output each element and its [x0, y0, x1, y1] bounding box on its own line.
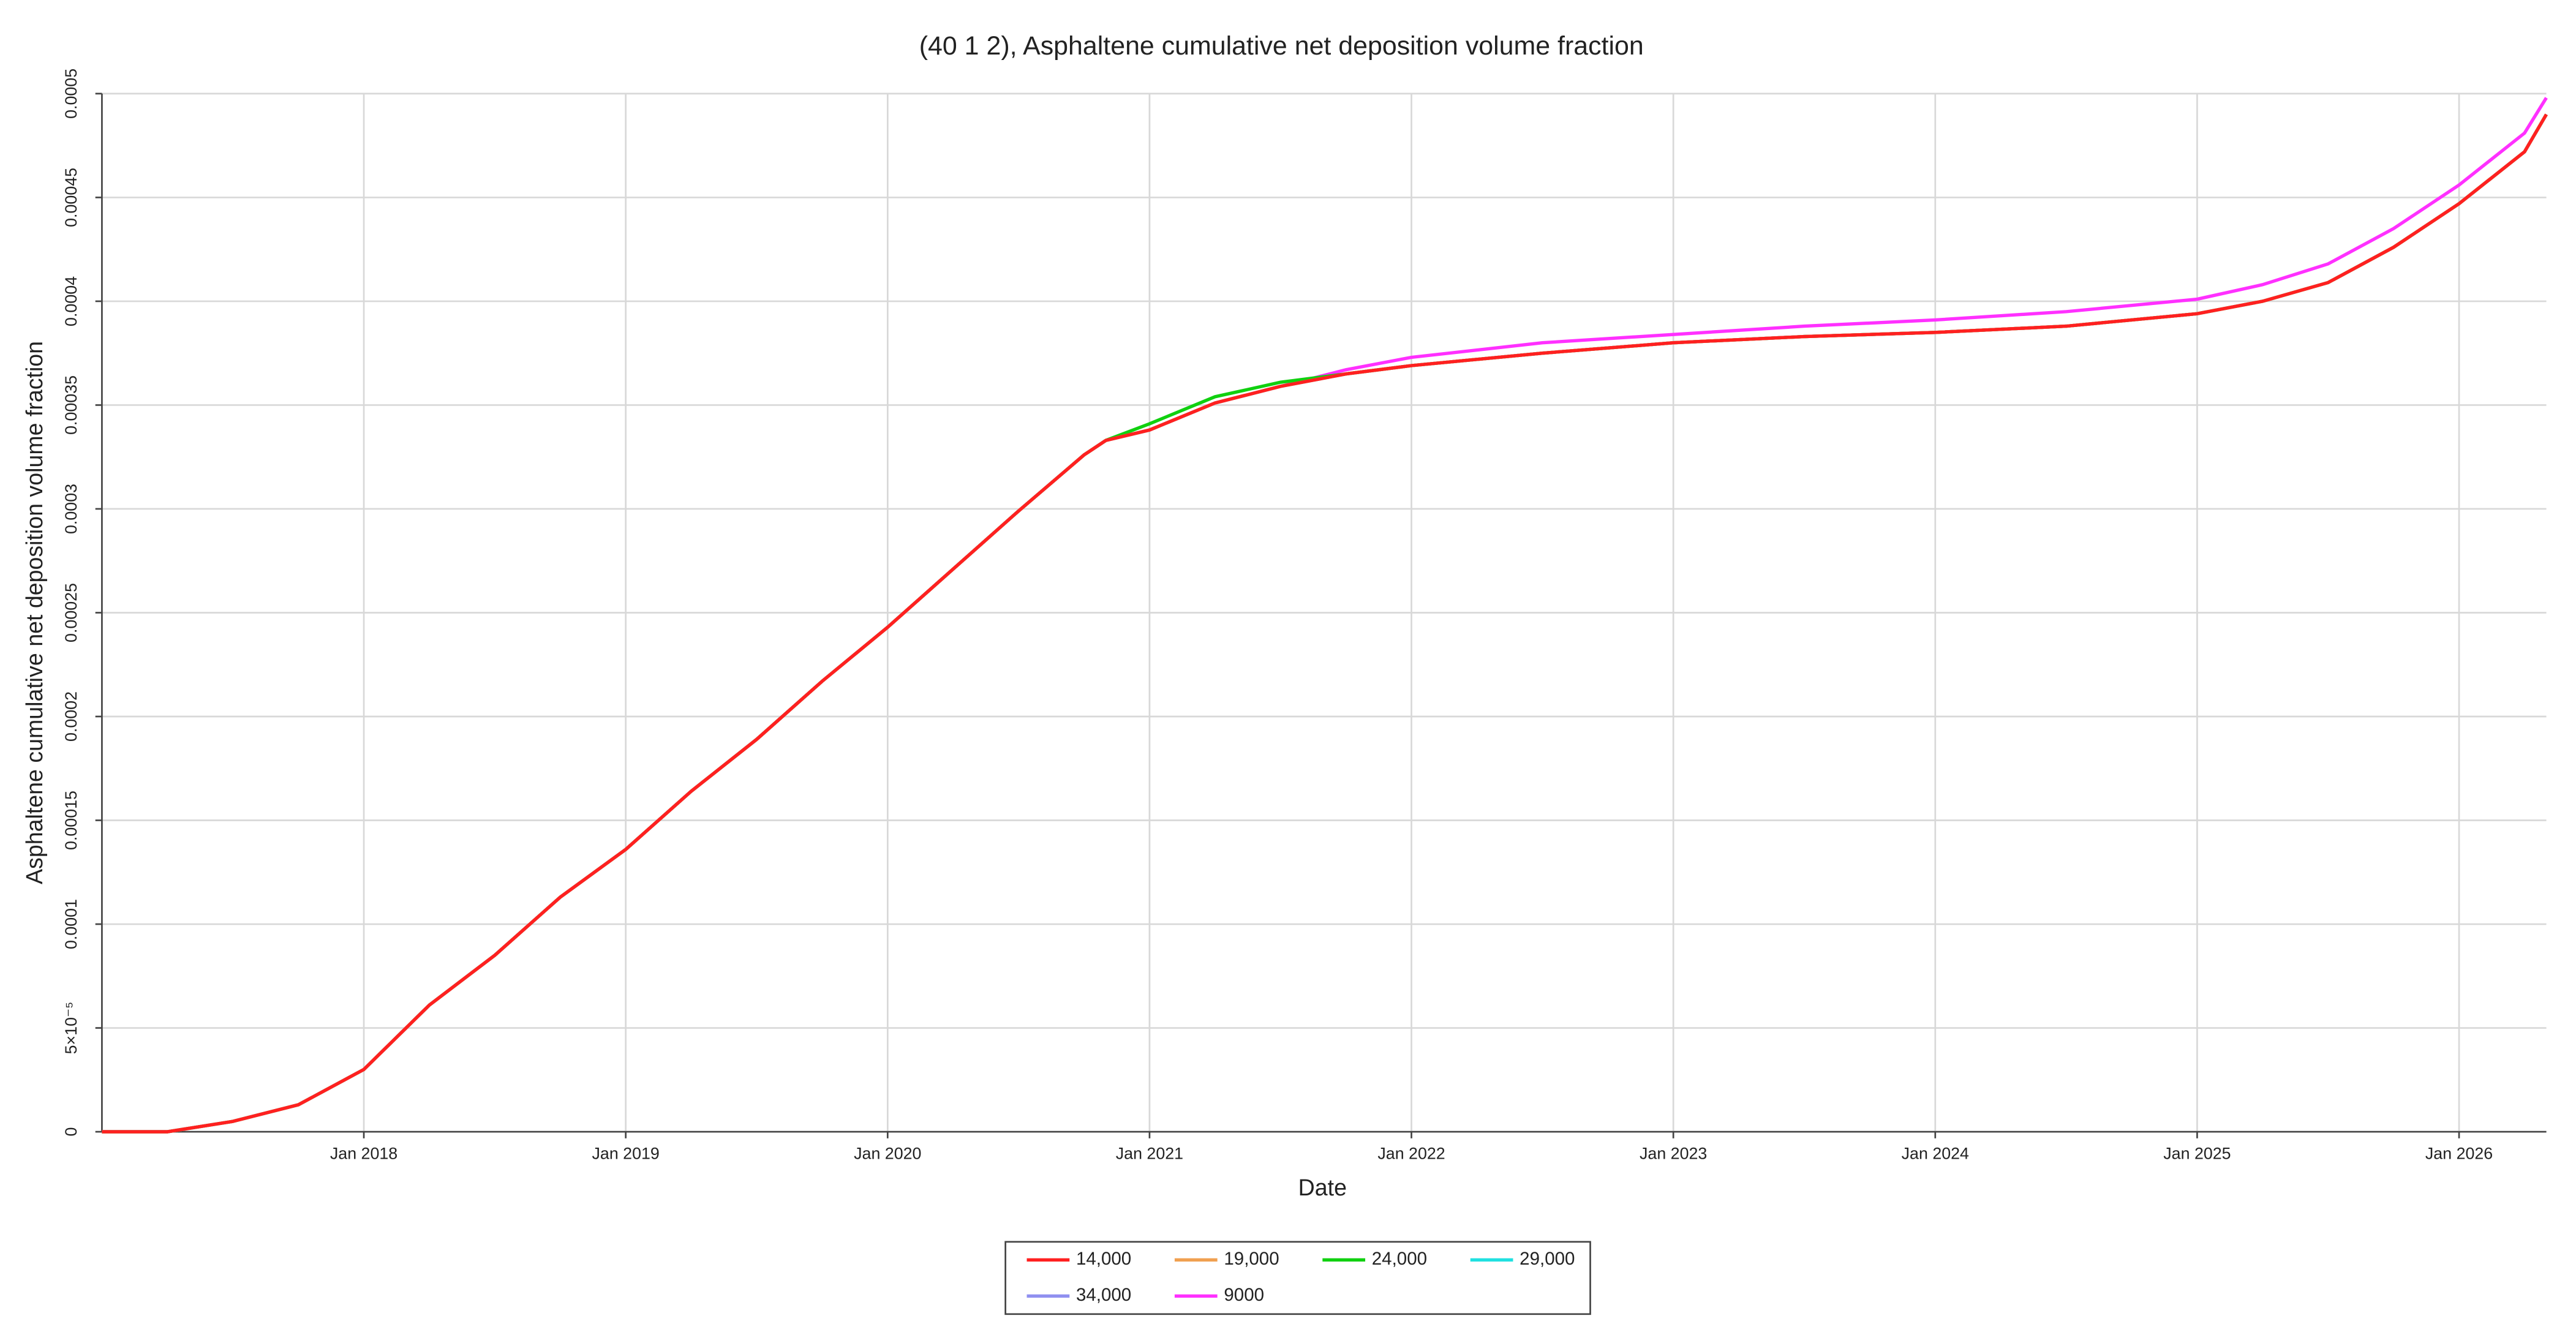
series-line — [102, 113, 2548, 1134]
legend-label: 14,000 — [1076, 1249, 1131, 1269]
legend-label: 19,000 — [1224, 1249, 1279, 1269]
y-tick-label: 0.0004 — [62, 276, 80, 326]
y-tick-label: 0.00015 — [62, 791, 80, 850]
legend-box — [1004, 1241, 1591, 1315]
x-tick-label: Jan 2020 — [854, 1145, 921, 1163]
legend-label: 29,000 — [1520, 1249, 1575, 1269]
y-tick-label: 0.0003 — [62, 484, 80, 534]
x-tick-label: Jan 2021 — [1116, 1145, 1183, 1163]
y-axis-label: Asphaltene cumulative net deposition vol… — [21, 341, 47, 884]
x-tick-label: Jan 2025 — [2163, 1145, 2231, 1163]
x-tick-label: Jan 2024 — [1902, 1145, 1969, 1163]
y-tick-label: 0.00035 — [62, 375, 80, 435]
y-tick-label: 0.0005 — [62, 69, 80, 119]
y-tick-label: 0.00045 — [62, 168, 80, 227]
x-tick-label: Jan 2023 — [1640, 1145, 1707, 1163]
y-tick-label: 5×10⁻⁵ — [62, 1002, 80, 1055]
x-tick-label: Jan 2018 — [330, 1145, 397, 1163]
chart-title: (40 1 2), Asphaltene cumulative net depo… — [919, 31, 1644, 61]
legend-label: 24,000 — [1372, 1249, 1427, 1269]
legend-label: 9000 — [1224, 1285, 1264, 1305]
x-tick-label: Jan 2022 — [1377, 1145, 1445, 1163]
y-tick-label: 0.0002 — [62, 691, 80, 742]
x-tick-label: Jan 2026 — [2425, 1145, 2493, 1163]
x-axis-label: Date — [1298, 1175, 1347, 1200]
legend-label: 34,000 — [1076, 1285, 1131, 1305]
x-tick-label: Jan 2019 — [592, 1145, 660, 1163]
y-tick-label: 0.0001 — [62, 899, 80, 949]
y-tick-label: 0.00025 — [62, 583, 80, 642]
y-tick-label: 0 — [62, 1127, 80, 1137]
